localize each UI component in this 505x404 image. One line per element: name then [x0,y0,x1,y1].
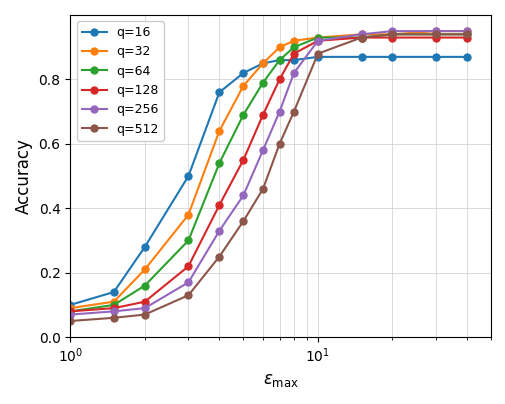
q=16 [290,58,296,63]
q=64 [185,238,191,243]
q=64 [290,45,296,50]
q=64 [276,58,282,63]
X-axis label: $\epsilon_{\mathrm{max}}$: $\epsilon_{\mathrm{max}}$ [262,371,298,389]
Line: q=512: q=512 [67,31,470,324]
q=512 [216,254,222,259]
q=512 [141,312,147,317]
q=16 [358,55,364,59]
q=16 [389,55,395,59]
q=16 [141,244,147,249]
q=512 [389,32,395,37]
q=512 [463,32,469,37]
q=256 [141,306,147,311]
q=128 [314,38,320,43]
q=128 [276,77,282,82]
q=128 [432,35,438,40]
q=512 [240,219,246,223]
Line: q=16: q=16 [67,53,470,308]
q=512 [111,316,117,320]
q=128 [290,51,296,56]
q=32 [141,267,147,272]
q=512 [358,35,364,40]
q=128 [463,35,469,40]
Line: q=128: q=128 [67,34,470,315]
Y-axis label: Accuracy: Accuracy [15,138,33,214]
q=256 [432,29,438,34]
q=16 [185,174,191,179]
Line: q=256: q=256 [67,27,470,318]
q=512 [67,319,73,324]
q=32 [276,45,282,50]
q=16 [432,55,438,59]
q=64 [240,112,246,117]
q=256 [111,309,117,314]
q=64 [260,80,266,85]
q=64 [67,309,73,314]
q=128 [389,35,395,40]
q=64 [141,283,147,288]
q=512 [260,187,266,191]
q=64 [432,32,438,37]
q=128 [67,309,73,314]
q=128 [141,299,147,304]
q=16 [314,55,320,59]
q=256 [185,280,191,285]
q=128 [260,112,266,117]
q=256 [260,148,266,153]
q=16 [67,303,73,307]
q=16 [111,290,117,295]
q=32 [389,32,395,37]
q=256 [463,29,469,34]
q=32 [240,84,246,88]
q=32 [67,306,73,311]
q=32 [290,38,296,43]
q=32 [111,299,117,304]
q=256 [276,109,282,114]
q=512 [290,109,296,114]
q=64 [314,35,320,40]
q=64 [111,303,117,307]
q=256 [216,228,222,233]
q=64 [463,32,469,37]
Legend: q=16, q=32, q=64, q=128, q=256, q=512: q=16, q=32, q=64, q=128, q=256, q=512 [76,21,164,141]
q=16 [463,55,469,59]
Line: q=64: q=64 [67,31,470,315]
q=256 [240,193,246,198]
q=32 [463,29,469,34]
q=512 [314,51,320,56]
q=256 [314,38,320,43]
q=64 [389,32,395,37]
q=16 [260,61,266,66]
q=128 [111,306,117,311]
q=16 [276,58,282,63]
q=16 [240,71,246,76]
q=256 [358,32,364,37]
q=128 [216,203,222,208]
q=32 [185,212,191,217]
q=512 [185,293,191,298]
q=128 [358,35,364,40]
q=32 [314,35,320,40]
q=256 [67,312,73,317]
q=16 [216,90,222,95]
q=32 [216,128,222,133]
q=256 [389,29,395,34]
q=128 [185,264,191,269]
q=64 [216,161,222,166]
q=32 [260,61,266,66]
q=32 [358,32,364,37]
Line: q=32: q=32 [67,27,470,311]
q=64 [358,35,364,40]
q=128 [240,158,246,162]
q=32 [432,29,438,34]
q=256 [290,71,296,76]
q=512 [432,32,438,37]
q=512 [276,141,282,146]
